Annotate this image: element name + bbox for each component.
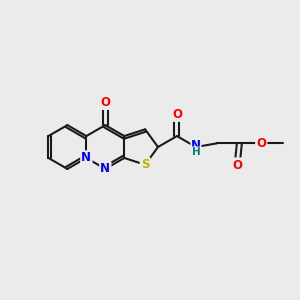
Text: N: N [191, 139, 201, 152]
Text: N: N [81, 152, 91, 164]
Text: O: O [172, 108, 182, 121]
Text: S: S [141, 158, 149, 171]
Text: O: O [256, 137, 266, 150]
Text: N: N [100, 162, 110, 176]
Text: O: O [100, 96, 110, 109]
Text: O: O [100, 96, 110, 109]
Text: H: H [191, 147, 200, 157]
Text: O: O [232, 159, 242, 172]
